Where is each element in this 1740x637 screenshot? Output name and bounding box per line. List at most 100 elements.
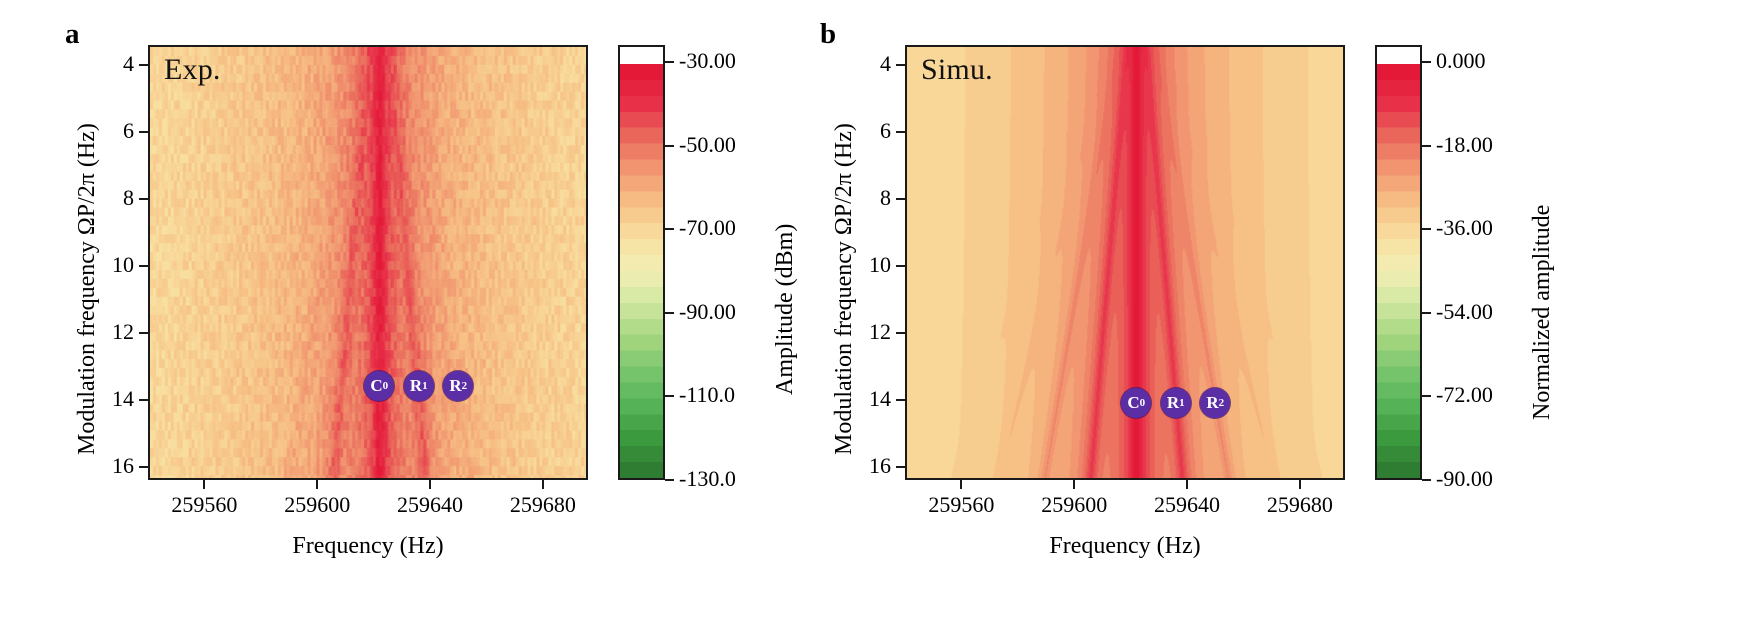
colorbar-tick-label: -36.00 [1436,215,1493,241]
y-tick-mark [896,197,905,200]
x-tick-mark [429,480,432,489]
y-tick-label: 14 [869,385,891,411]
peak-marker-index: 1 [422,380,428,393]
panel-b: b Simu. 4 6 8 10 12 14 16 259560 259600 259640 25… [810,0,1670,637]
colorbar-tick-label: -30.00 [679,48,736,74]
y-tick-mark [139,264,148,267]
panel-b-y-axis-title: Modulation frequency ΩP/2π (Hz) [831,123,857,455]
colorbar-tick-label: -72.00 [1436,382,1493,408]
colorbar-tick-label: -54.00 [1436,298,1493,324]
colorbar-tick-mark [1422,479,1431,481]
y-tick-label: 4 [880,51,891,77]
x-tick-label: 259640 [397,492,464,517]
colorbar-tick-label: -18.00 [1436,131,1493,157]
x-tick-mark [1298,480,1301,489]
y-tick-label: 4 [123,51,134,77]
peak-marker-index: 2 [461,380,468,393]
y-tick-mark [139,197,148,200]
peak-marker-index: 0 [382,380,389,393]
x-tick-label: 259680 [1266,492,1333,517]
colorbar-tick-label: 0.000 [1436,48,1486,74]
colorbar-tick-label: -90.00 [679,298,736,324]
colorbar-tick-mark [665,395,674,398]
colorbar-tick-mark [665,479,674,481]
colorbar-tick-mark [1422,228,1431,231]
colorbar-tick-mark [1422,395,1431,398]
colorbar-tick-mark [1422,311,1431,314]
y-tick-mark [896,131,905,133]
panel-a-y-axis-title: Modulation frequency ΩP/2π (Hz) [74,123,100,455]
x-tick-mark [1073,480,1076,489]
x-tick-label: 259560 [928,492,995,517]
panel-b-x-axis-title: Frequency (Hz) [1049,533,1201,559]
colorbar-tick-mark [665,61,674,64]
y-tick-label: 6 [123,118,134,143]
panel-a-plot-area[interactable]: Exp. [148,45,588,480]
colorbar-tick-mark [1422,61,1431,64]
y-tick-label: 8 [123,184,134,210]
panel-b-plot-area[interactable]: Simu. [905,45,1345,480]
y-tick-label: 16 [869,452,891,478]
panel-b-colorbar[interactable] [1375,45,1422,480]
panel-a-x-axis-title: Frequency (Hz) [292,533,444,559]
y-tick-mark [896,331,905,334]
panel-a-heatmap [150,47,586,478]
x-tick-label: 259600 [1041,492,1108,517]
colorbar-tick-label: -130.0 [679,466,736,491]
y-tick-label: 12 [112,318,134,344]
colorbar-tick-label: -70.00 [679,215,736,241]
x-tick-mark [541,480,544,489]
panel-b-letter: b [820,18,837,50]
colorbar-tick-mark [1422,144,1431,147]
panel-a-letter: a [65,18,80,50]
y-tick-label: 14 [112,385,134,411]
peak-marker-index: 2 [1218,397,1225,410]
colorbar-tick-mark [665,311,674,314]
panel-b-inset-label: Simu. [921,53,993,86]
y-tick-label: 10 [112,251,134,277]
y-tick-label: 6 [880,118,891,143]
x-tick-mark [316,480,319,489]
y-tick-mark [896,465,905,468]
y-tick-mark [139,131,148,133]
x-tick-mark [203,480,206,489]
x-tick-label: 259600 [284,492,351,517]
y-tick-mark [896,398,905,401]
x-tick-label: 259560 [171,492,238,517]
y-tick-mark [139,398,148,401]
peak-marker-letter: R [1166,393,1180,413]
panel-a-colorbar[interactable] [618,45,665,480]
colorbar-tick-label: -50.00 [679,131,736,157]
peak-marker-index: 0 [1139,397,1146,410]
y-tick-mark [139,465,148,468]
peak-marker-letter: R [449,376,462,396]
colorbar-tick-mark [665,228,674,231]
panel-b-colorbar-gradient [1377,64,1420,478]
y-tick-mark [896,64,905,67]
peak-marker-letter: C [370,376,383,396]
colorbar-tick-mark [665,144,674,147]
colorbar-tick-label: -110.0 [679,382,736,408]
peak-marker-letter: C [1127,393,1140,413]
colorbar-tick-label: -90.00 [1436,466,1493,491]
peak-marker-letter: R [409,376,423,396]
panel-a-colorbar-title: Amplitude (dBm) [772,223,798,395]
x-tick-mark [960,480,963,489]
x-tick-label: 259680 [509,492,576,517]
panel-a: a Exp. 4 6 8 10 12 14 16 259560 259600 259640 259… [0,0,810,637]
y-tick-label: 12 [869,318,891,344]
panel-a-colorbar-gradient [620,64,663,478]
y-tick-label: 16 [112,452,134,478]
peak-marker-letter: R [1206,393,1219,413]
panel-a-inset-label: Exp. [164,53,221,86]
x-tick-label: 259640 [1154,492,1221,517]
y-tick-mark [896,264,905,267]
peak-marker-index: 1 [1179,397,1185,410]
